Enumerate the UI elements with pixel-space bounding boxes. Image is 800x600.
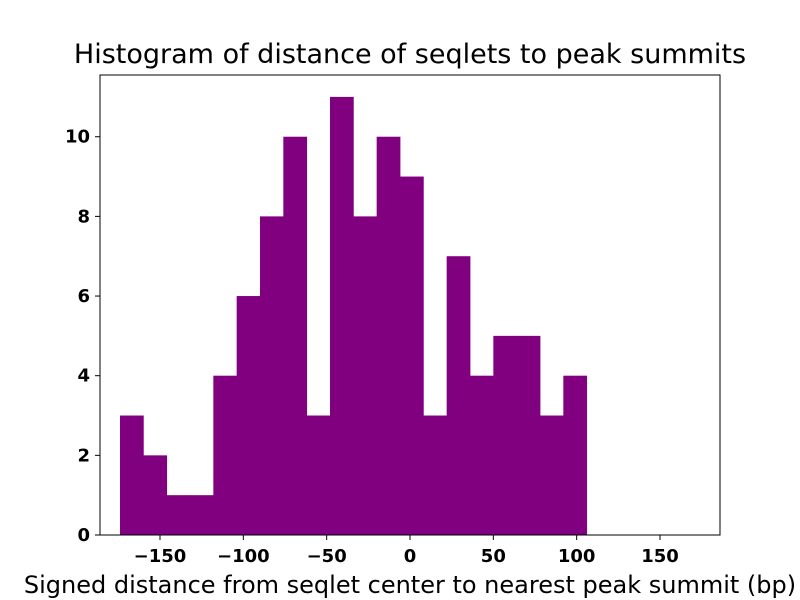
y-tick-label: 10 [65,127,90,148]
x-axis-ticks: −150 −100 −50 0 50 100 150 [134,535,679,567]
y-tick-label: 8 [77,206,90,227]
x-tick-label: 100 [558,546,596,567]
histogram-bar-2 [166,495,191,535]
histogram-bar-12 [400,176,424,535]
histogram-bar-17 [516,335,541,535]
x-tick-label: 0 [404,546,417,567]
histogram-bar-14 [446,256,471,535]
x-tick-label: 50 [481,546,506,567]
x-tick-label: −100 [217,546,270,567]
histogram-bar-18 [540,415,564,535]
histogram-bar-1 [143,455,168,535]
x-tick-label: −150 [134,546,187,567]
y-tick-label: 2 [77,445,90,466]
y-axis-ticks: 0 2 4 6 8 10 [65,127,100,546]
y-tick-label: 4 [77,366,90,387]
histogram-bar-8 [306,415,331,535]
histogram-bar-6 [260,216,284,535]
histogram-bar-5 [236,296,261,535]
histogram-bar-9 [330,96,354,536]
histogram-bar-19 [563,375,588,535]
histogram-bar-11 [376,136,401,535]
histogram-bar-16 [493,335,518,535]
y-tick-label: 6 [77,286,90,307]
histogram-bar-13 [423,415,448,535]
histogram-bar-7 [283,136,308,535]
x-tick-label: −50 [307,546,347,567]
histogram-bar-10 [353,216,378,535]
histogram-bar-3 [190,495,214,535]
chart-title: Histogram of distance of seqlets to peak… [74,39,746,70]
y-tick-label: 0 [77,525,90,546]
histogram-bar-15 [470,375,494,535]
histogram-bar-0 [120,415,144,535]
histogram-bar-4 [213,375,238,535]
x-axis-label: Signed distance from seqlet center to ne… [24,571,796,599]
histogram-bars [120,96,588,536]
x-tick-label: 150 [641,546,679,567]
